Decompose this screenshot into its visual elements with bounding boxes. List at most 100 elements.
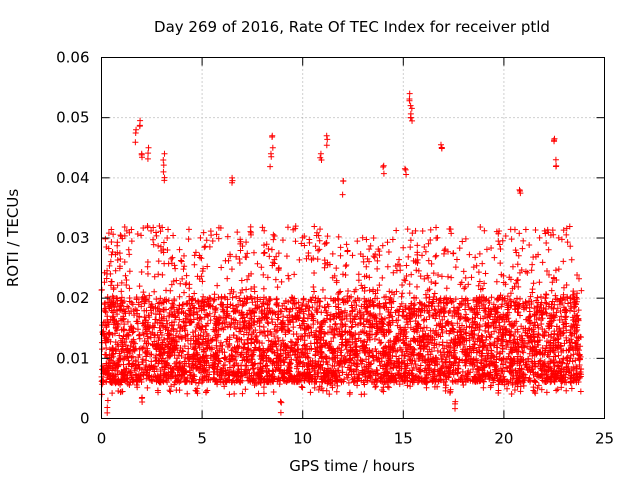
data-point xyxy=(215,235,222,242)
data-point xyxy=(363,263,370,270)
data-point xyxy=(314,229,321,236)
data-point xyxy=(445,367,452,374)
data-point xyxy=(191,346,198,353)
data-point xyxy=(468,360,475,367)
data-point xyxy=(168,349,175,356)
data-point xyxy=(158,300,165,307)
data-point xyxy=(568,378,575,385)
data-point xyxy=(424,308,431,315)
data-point xyxy=(159,224,166,231)
data-point xyxy=(156,223,163,230)
data-point xyxy=(488,245,495,252)
data-point xyxy=(539,259,546,266)
data-point xyxy=(426,298,433,305)
data-point xyxy=(466,323,473,330)
data-point xyxy=(561,340,568,347)
data-point xyxy=(146,292,153,299)
data-point xyxy=(333,388,340,395)
data-point xyxy=(384,369,391,376)
data-point xyxy=(494,309,501,316)
data-point xyxy=(555,345,562,352)
data-point xyxy=(328,338,335,345)
data-point xyxy=(492,324,499,331)
data-point xyxy=(260,323,267,330)
data-point xyxy=(560,294,567,301)
data-point xyxy=(160,239,167,246)
data-point xyxy=(334,355,341,362)
data-point xyxy=(211,296,218,303)
data-point xyxy=(323,239,330,246)
data-point xyxy=(408,370,415,377)
data-point xyxy=(417,345,424,352)
data-point xyxy=(508,391,515,398)
data-point xyxy=(173,277,180,284)
data-point xyxy=(466,343,473,350)
data-point xyxy=(196,315,203,322)
data-point xyxy=(197,332,204,339)
data-point xyxy=(531,310,538,317)
data-point xyxy=(372,331,379,338)
data-point xyxy=(553,344,560,351)
data-point xyxy=(521,377,528,384)
data-point xyxy=(295,299,302,306)
data-point xyxy=(462,235,469,242)
data-point xyxy=(376,311,383,318)
data-point xyxy=(196,376,203,383)
data-point xyxy=(332,321,339,328)
data-point xyxy=(144,384,151,391)
data-point xyxy=(163,296,170,303)
data-point xyxy=(312,352,319,359)
data-point xyxy=(442,246,449,253)
data-point xyxy=(456,245,463,252)
data-point xyxy=(274,284,281,291)
data-point xyxy=(477,286,484,293)
data-point xyxy=(299,234,306,241)
data-point xyxy=(103,351,110,358)
data-point xyxy=(244,250,251,257)
data-point xyxy=(257,380,264,387)
data-point xyxy=(353,350,360,357)
data-point xyxy=(144,335,151,342)
data-point xyxy=(393,378,400,385)
data-point xyxy=(491,254,498,261)
data-point xyxy=(376,252,383,259)
data-point xyxy=(104,313,111,320)
data-point xyxy=(107,282,114,289)
data-point xyxy=(278,321,285,328)
data-point xyxy=(150,241,157,248)
data-point xyxy=(148,351,155,358)
data-point xyxy=(457,281,464,288)
data-point xyxy=(138,295,145,302)
data-point xyxy=(135,301,142,308)
data-point xyxy=(315,358,322,365)
data-point xyxy=(358,282,365,289)
data-point xyxy=(570,351,577,358)
data-point xyxy=(507,290,514,297)
data-point xyxy=(260,271,267,278)
data-point xyxy=(211,328,218,335)
data-point xyxy=(447,344,454,351)
data-point xyxy=(167,305,174,312)
data-point xyxy=(242,362,249,369)
data-point xyxy=(496,322,503,329)
data-point xyxy=(417,375,424,382)
data-point xyxy=(271,333,278,340)
data-point xyxy=(213,305,220,312)
data-point xyxy=(484,369,491,376)
data-point xyxy=(453,378,460,385)
data-point xyxy=(215,331,222,338)
data-point xyxy=(207,317,214,324)
data-point xyxy=(436,341,443,348)
data-point xyxy=(130,376,137,383)
data-point xyxy=(354,363,361,370)
data-point xyxy=(381,351,388,358)
data-point xyxy=(532,378,539,385)
data-point xyxy=(343,261,350,268)
data-point xyxy=(463,356,470,363)
data-point xyxy=(563,282,570,289)
data-point xyxy=(108,251,115,258)
data-point xyxy=(528,338,535,345)
data-point xyxy=(342,272,349,279)
data-point xyxy=(515,252,522,259)
data-point xyxy=(301,377,308,384)
